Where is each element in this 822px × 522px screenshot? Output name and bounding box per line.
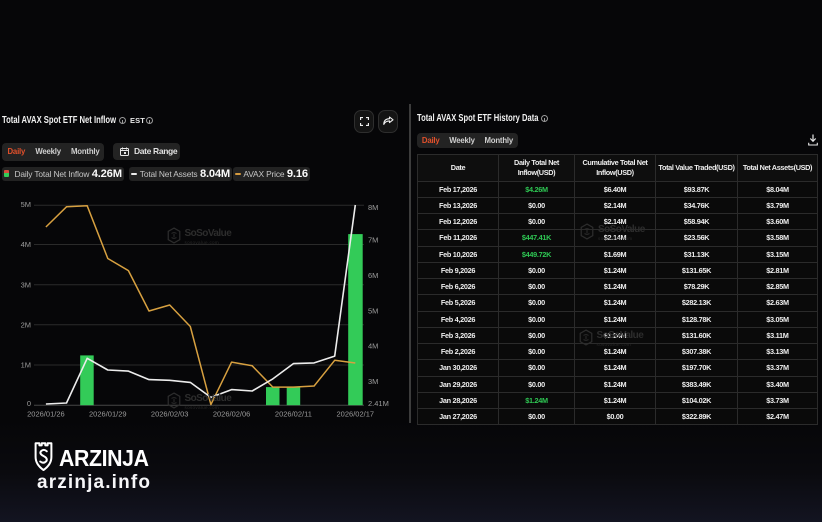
- svg-text:2.41M: 2.41M: [368, 399, 389, 408]
- svg-text:2026/01/26: 2026/01/26: [27, 409, 65, 418]
- svg-text:5M: 5M: [21, 200, 31, 209]
- svg-text:7M: 7M: [368, 236, 378, 245]
- svg-text:1M: 1M: [21, 361, 31, 370]
- svg-text:2026/02/11: 2026/02/11: [275, 409, 312, 418]
- svg-text:4M: 4M: [21, 240, 31, 249]
- svg-text:2026/01/29: 2026/01/29: [89, 409, 127, 418]
- svg-text:8M: 8M: [368, 203, 378, 212]
- svg-text:2026/02/06: 2026/02/06: [213, 409, 251, 418]
- svg-text:2026/02/17: 2026/02/17: [337, 409, 375, 418]
- svg-text:3M: 3M: [21, 280, 31, 289]
- svg-text:4M: 4M: [368, 342, 378, 351]
- svg-text:5M: 5M: [368, 307, 378, 316]
- svg-text:3M: 3M: [368, 377, 378, 386]
- svg-text:2M: 2M: [21, 320, 31, 329]
- svg-text:2026/02/03: 2026/02/03: [151, 409, 189, 418]
- svg-text:0: 0: [27, 399, 31, 408]
- svg-text:6M: 6M: [368, 271, 378, 280]
